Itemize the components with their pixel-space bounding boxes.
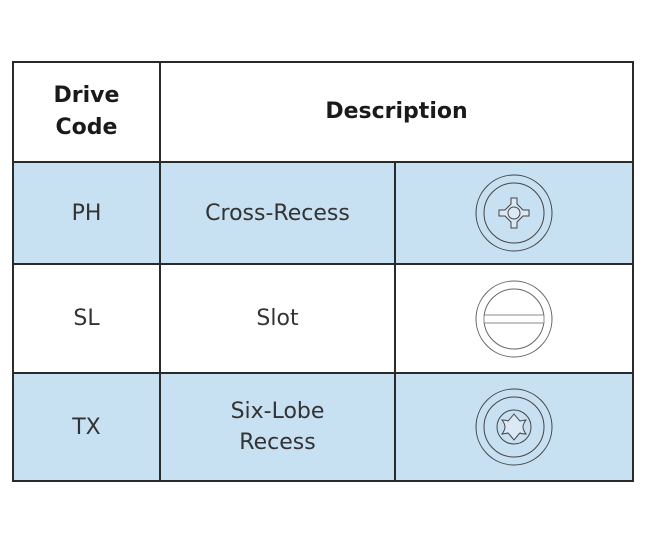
slotted-drive-icon [475, 280, 553, 358]
drive-code-cell: SL [12, 263, 161, 375]
icon-cell [394, 263, 634, 375]
header-drive-code: Drive Code [12, 61, 161, 163]
header-row: Drive Code Description [12, 61, 634, 163]
description-cell: Slot [159, 263, 396, 375]
table-row: TX Six-Lobe Recess [12, 372, 634, 482]
phillips-drive-icon [475, 174, 553, 252]
description-cell: Cross-Recess [159, 160, 396, 266]
drive-code-table: Drive Code Description PH Cross-Recess S… [12, 61, 634, 482]
description-cell: Six-Lobe Recess [159, 372, 396, 482]
icon-cell [394, 372, 634, 482]
table-row: SL Slot [12, 263, 634, 375]
six-lobe-drive-icon [475, 388, 553, 466]
table-row: PH Cross-Recess [12, 160, 634, 266]
header-description: Description [159, 61, 634, 163]
drive-code-cell: TX [12, 372, 161, 482]
drive-code-cell: PH [12, 160, 161, 266]
icon-cell [394, 160, 634, 266]
